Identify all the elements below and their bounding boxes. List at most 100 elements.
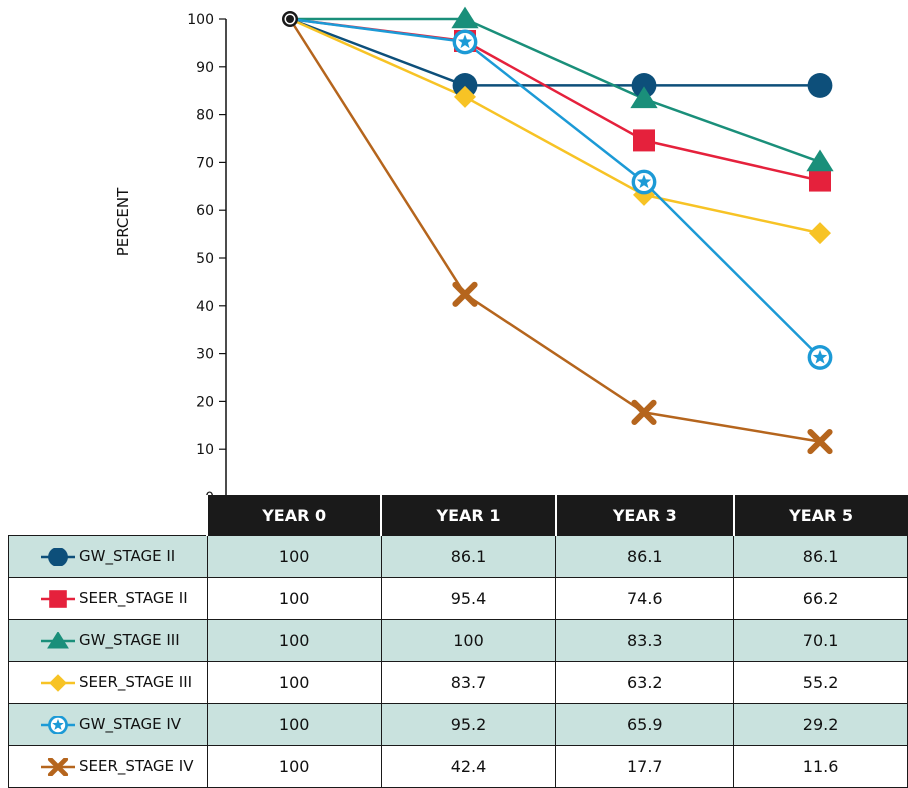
data-point bbox=[807, 428, 833, 455]
marker-shape bbox=[812, 349, 828, 364]
legend-swatch-marker bbox=[49, 673, 67, 692]
legend-swatch-icon bbox=[41, 547, 75, 566]
series-name: GW_STAGE II bbox=[79, 547, 176, 566]
table-cell: 100 bbox=[380, 619, 557, 662]
legend-swatch-icon bbox=[41, 589, 75, 608]
marker-shape bbox=[452, 281, 478, 307]
table-cell: 100 bbox=[206, 577, 382, 620]
data-point bbox=[454, 85, 476, 108]
marker-shape bbox=[631, 73, 657, 98]
legend-swatch-icon bbox=[41, 757, 75, 776]
data-point bbox=[630, 86, 658, 109]
legend-swatch-marker bbox=[47, 631, 69, 649]
y-tick-label: 40 bbox=[196, 299, 214, 315]
y-tick-label: 20 bbox=[196, 394, 214, 410]
marker-shape bbox=[49, 673, 67, 692]
data-point bbox=[806, 149, 834, 172]
table-cell: 11.6 bbox=[733, 745, 908, 788]
table-column-header: YEAR 5 bbox=[732, 495, 908, 536]
table-column-header: YEAR 0 bbox=[206, 495, 382, 536]
data-point-start bbox=[282, 11, 298, 27]
marker-shape bbox=[49, 589, 67, 608]
data-point bbox=[631, 169, 657, 195]
legend-swatch-marker bbox=[48, 547, 68, 566]
marker-shape bbox=[809, 222, 831, 245]
table-row: GW_STAGE IV 100 95.2 65.9 29.2 bbox=[8, 703, 908, 746]
series-name: SEER_STAGE IV bbox=[79, 757, 194, 776]
series-name: GW_STAGE IV bbox=[79, 715, 182, 734]
marker-shape bbox=[47, 631, 69, 649]
legend-swatch-icon bbox=[41, 715, 75, 734]
marker-shape bbox=[636, 174, 652, 189]
marker-shape bbox=[48, 547, 68, 566]
y-tick-label: 10 bbox=[196, 442, 214, 458]
data-point bbox=[807, 73, 833, 98]
data-point bbox=[809, 222, 831, 245]
table-cell: 55.2 bbox=[733, 661, 908, 704]
table-cell: 83.7 bbox=[380, 661, 557, 704]
marker-shape bbox=[452, 73, 478, 98]
marker-shape bbox=[52, 718, 64, 730]
table-cell: 100 bbox=[206, 661, 382, 704]
marker-shape bbox=[807, 428, 833, 455]
marker-shape bbox=[809, 169, 831, 192]
marker-shape bbox=[451, 6, 479, 29]
data-point bbox=[807, 345, 833, 370]
marker-shape bbox=[457, 34, 473, 49]
y-tick-label: 100 bbox=[187, 12, 214, 28]
table-header-row: YEAR 0 YEAR 1 YEAR 3 YEAR 5 bbox=[9, 495, 908, 536]
legend-swatch-marker bbox=[48, 715, 68, 734]
table-cell: 100 bbox=[206, 535, 382, 578]
series-name: SEER_STAGE II bbox=[79, 589, 188, 608]
marker-shape bbox=[631, 399, 657, 425]
table-cell: 42.4 bbox=[380, 745, 557, 788]
marker-shape bbox=[286, 15, 294, 23]
marker-shape bbox=[633, 129, 655, 152]
table-body: GW_STAGE II 100 86.1 86.1 86.1 SEER_STAGE II 1… bbox=[8, 535, 908, 788]
table-corner bbox=[9, 495, 208, 536]
table-cell: 100 bbox=[206, 619, 382, 662]
table-cell: 86.1 bbox=[733, 535, 908, 578]
data-point bbox=[452, 29, 478, 55]
table-cell: 17.7 bbox=[555, 745, 735, 788]
table-cell: 100 bbox=[206, 703, 382, 746]
table-row: SEER_STAGE II 100 95.4 74.6 66.2 bbox=[8, 577, 908, 620]
y-tick-label: 80 bbox=[196, 108, 214, 124]
series-line bbox=[290, 17, 821, 164]
chart-markers bbox=[282, 6, 834, 455]
table-cell: 66.2 bbox=[733, 577, 908, 620]
table-cell: 83.3 bbox=[555, 619, 735, 662]
table-row: SEER_STAGE III 100 83.7 63.2 55.2 bbox=[8, 661, 908, 704]
data-point bbox=[631, 399, 657, 425]
table-row: GW_STAGE II 100 86.1 86.1 86.1 bbox=[8, 535, 908, 578]
data-point bbox=[452, 73, 478, 98]
series-name: GW_STAGE III bbox=[79, 631, 180, 650]
series-name-cell: GW_STAGE II bbox=[8, 535, 208, 578]
y-axis-title: PERCENT bbox=[114, 187, 132, 256]
series-name: SEER_STAGE III bbox=[79, 673, 193, 692]
table-cell: 95.2 bbox=[380, 703, 557, 746]
table-row: GW_STAGE III 100 100 83.3 70.1 bbox=[8, 619, 908, 662]
marker-shape bbox=[806, 149, 834, 172]
table-row: SEER_STAGE IV 100 42.4 17.7 11.6 bbox=[8, 745, 908, 788]
series-line bbox=[289, 17, 821, 359]
line-chart: 0102030405060708090100PERCENT bbox=[114, 6, 834, 500]
series-name-cell: SEER_STAGE III bbox=[8, 661, 208, 704]
series-name-cell: GW_STAGE IV bbox=[8, 703, 208, 746]
legend-swatch-marker bbox=[47, 757, 69, 776]
y-tick-label: 70 bbox=[196, 155, 214, 171]
table-cell: 95.4 bbox=[380, 577, 557, 620]
y-tick-label: 50 bbox=[196, 251, 214, 267]
marker-shape bbox=[630, 86, 658, 109]
series-line bbox=[288, 18, 821, 443]
y-tick-label: 90 bbox=[196, 60, 214, 76]
data-point bbox=[452, 281, 478, 307]
data-point bbox=[809, 169, 831, 192]
table-column-header: YEAR 3 bbox=[554, 495, 734, 536]
series-line bbox=[289, 17, 820, 87]
table-cell: 74.6 bbox=[555, 577, 735, 620]
series-name-cell: GW_STAGE III bbox=[8, 619, 208, 662]
series-name-cell: SEER_STAGE IV bbox=[8, 745, 208, 788]
table-cell: 65.9 bbox=[555, 703, 735, 746]
chart-axes: 0102030405060708090100PERCENT bbox=[114, 12, 227, 500]
